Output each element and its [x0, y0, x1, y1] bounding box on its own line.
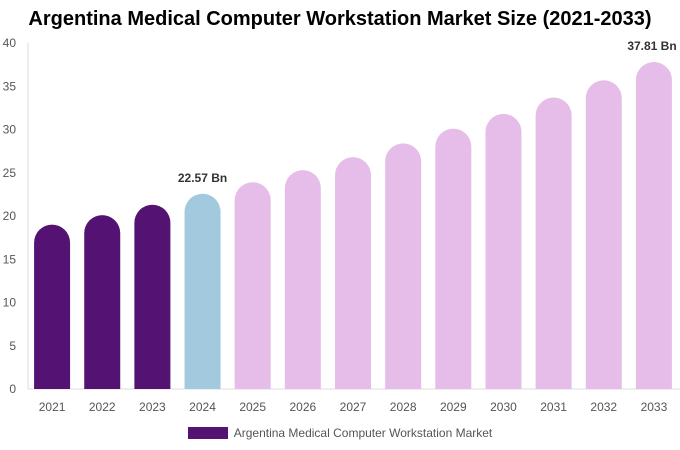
bar-2030: [485, 113, 522, 389]
y-tick-label: 35: [3, 79, 17, 93]
x-tick-label: 2025: [239, 400, 266, 414]
x-tick-label: 2027: [340, 400, 367, 414]
bar-2029: [435, 128, 472, 389]
bar-2023: [134, 204, 171, 389]
x-tick-label: 2026: [289, 400, 316, 414]
x-tick-label: 2029: [440, 400, 467, 414]
y-tick-label: 20: [3, 209, 17, 223]
legend-swatch: [187, 427, 228, 439]
x-tick-label: 2022: [89, 400, 116, 414]
bar-2031: [535, 97, 572, 390]
x-tick-label: 2024: [189, 400, 216, 414]
chart-title: Argentina Medical Computer Workstation M…: [28, 8, 652, 30]
bar-2032: [585, 80, 622, 389]
legend: Argentina Medical Computer Workstation M…: [0, 426, 680, 440]
bar-2025: [234, 182, 271, 389]
data-label-2033: 37.81 Bn: [627, 39, 676, 53]
bar-2022: [84, 215, 121, 389]
x-tick-label: 2033: [641, 400, 668, 414]
bar-2033: [635, 61, 672, 389]
y-tick-label: 5: [9, 339, 16, 353]
x-tick-label: 2021: [39, 400, 66, 414]
x-tick-label: 2023: [139, 400, 166, 414]
bar-2028: [385, 143, 422, 389]
x-tick-label: 2032: [590, 400, 617, 414]
y-tick-label: 15: [3, 252, 17, 266]
bar-2026: [284, 170, 321, 389]
bar-2021: [34, 224, 71, 389]
x-tick-label: 2028: [390, 400, 417, 414]
legend-label: Argentina Medical Computer Workstation M…: [233, 426, 493, 440]
y-tick-label: 30: [3, 123, 17, 137]
y-tick-label: 25: [3, 166, 17, 180]
y-tick-label: 0: [9, 382, 16, 396]
bar-2024: [184, 193, 221, 389]
y-tick-label: 40: [3, 36, 17, 50]
x-tick-label: 2031: [540, 400, 567, 414]
data-label-2024: 22.57 Bn: [178, 171, 227, 185]
x-tick-label: 2030: [490, 400, 517, 414]
bar-2027: [335, 157, 371, 389]
y-tick-label: 10: [3, 296, 17, 310]
